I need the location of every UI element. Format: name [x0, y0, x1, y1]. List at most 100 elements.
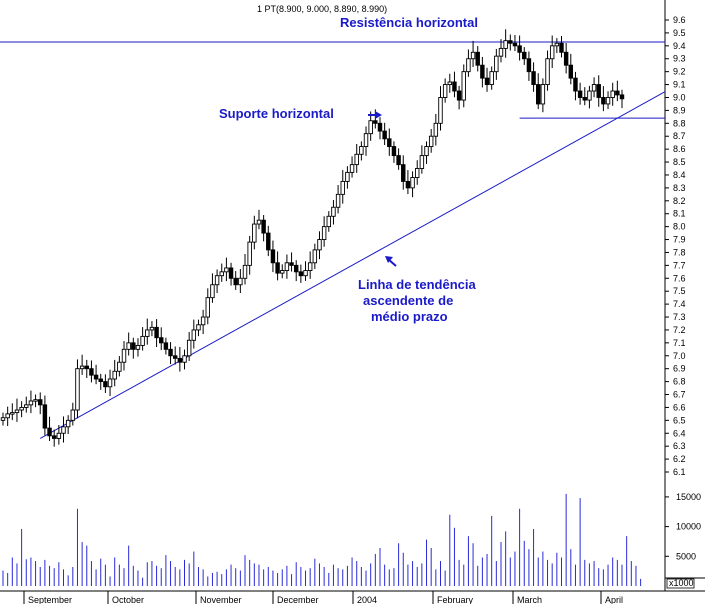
price-bar-body [545, 58, 550, 86]
price-bar-body [145, 329, 150, 337]
price-bar-body [42, 404, 48, 429]
price-bar-body [359, 146, 364, 155]
price-bar-body [587, 90, 592, 101]
price-bar-body [10, 412, 15, 415]
price-bar-body [0, 417, 6, 421]
price-tick-label: 7.7 [673, 260, 686, 270]
price-bar-body [387, 138, 392, 148]
price-bar-body [536, 84, 541, 105]
price-bar-body [480, 64, 485, 79]
price-bar-body [596, 84, 601, 98]
price-tick-label: 7.9 [673, 235, 686, 245]
price-bar-body [117, 361, 122, 372]
price-bar-body [252, 223, 257, 243]
price-bar-body [326, 215, 332, 228]
price-bar-body [154, 326, 159, 339]
price-tick-label: 7.6 [673, 273, 686, 283]
price-tick-label: 7.5 [673, 286, 686, 296]
trendline-annotation-line1: Linha de tendência [358, 277, 477, 292]
price-bar-body [321, 226, 327, 240]
price-bar-body [182, 355, 187, 363]
month-label: February [437, 595, 474, 604]
trend-line [39, 91, 666, 439]
price-bar-body [494, 55, 499, 73]
price-bar-body [131, 342, 136, 350]
volume-tick-label: 5000 [676, 551, 696, 561]
price-bar-body [47, 427, 52, 437]
price-bar-body [349, 164, 355, 173]
price-bar-body [340, 180, 345, 195]
volume-tick-labels: 15000 10000 5000 [665, 492, 701, 561]
price-tick-label: 8.6 [673, 144, 686, 154]
price-bar-body [573, 77, 578, 92]
price-bar-body [70, 409, 76, 421]
price-bar-body [293, 264, 299, 273]
price-bar-body [456, 90, 462, 101]
price-bar-body [396, 155, 401, 166]
price-tick-label: 9.2 [673, 67, 686, 77]
price-bar-body [61, 426, 66, 434]
month-label: April [605, 595, 623, 604]
price-bar-body [256, 219, 262, 225]
price-bar-body [28, 400, 34, 406]
price-bar-body [163, 342, 169, 350]
price-bar-body [619, 94, 625, 100]
price-bar-body [419, 155, 425, 169]
price-bar-body [498, 47, 504, 57]
price-bar-body [577, 90, 583, 98]
price-bars [0, 29, 625, 447]
price-tick-label: 7.8 [673, 247, 686, 257]
price-tick-label: 8.7 [673, 131, 686, 141]
price-bar-body [75, 368, 80, 411]
price-bar-body [428, 135, 434, 148]
price-bar-body [247, 241, 252, 266]
price-bar-body [186, 339, 192, 357]
price-tick-labels: 9.6 9.5 9.4 9.3 9.2 9.1 9.0 8.9 8.8 8.7 8.6 8.5 8.4 8… [665, 15, 686, 477]
price-tick-label: 7.4 [673, 299, 686, 309]
price-tick-label: 9.4 [673, 41, 686, 51]
price-tick-label: 7.2 [673, 325, 686, 335]
price-bar-body [591, 84, 597, 92]
trendline-annotation-line2: ascendente de [363, 293, 453, 308]
price-bar-body [433, 122, 439, 137]
price-bar-body [605, 97, 611, 105]
price-bar-body [307, 262, 313, 271]
price-bar-body [24, 404, 29, 408]
price-bar-body [126, 342, 131, 350]
month-label: September [28, 595, 72, 604]
price-bar-body [140, 335, 145, 346]
price-tick-label: 9.0 [673, 92, 686, 102]
price-bar-body [363, 133, 369, 148]
month-label: October [112, 595, 144, 604]
price-bar-body [424, 146, 429, 157]
price-tick-label: 6.2 [673, 454, 686, 464]
volume-tick-label: 15000 [676, 492, 701, 502]
reference-lines [0, 41, 666, 439]
price-bar-body [312, 249, 318, 264]
price-tick-label: 6.4 [673, 428, 686, 438]
price-bar-body [512, 42, 518, 47]
price-bar-body [205, 297, 211, 318]
price-bar-body [107, 378, 113, 388]
price-bar-body [38, 399, 43, 406]
price-bar-body [377, 122, 383, 132]
price-tick-label: 9.3 [673, 54, 686, 64]
volume-unit-box [666, 578, 695, 589]
resistance-annotation: Resistência horizontal [340, 15, 478, 30]
price-bar-body [559, 42, 564, 53]
price-bar-body [526, 58, 532, 73]
price-bar-body [508, 40, 513, 44]
price-tick-label: 9.5 [673, 28, 686, 38]
price-bar-body [563, 51, 569, 66]
price-bar-body [503, 40, 508, 49]
price-bar-body [228, 267, 234, 279]
price-bar-body [615, 90, 620, 96]
price-bar-body [461, 71, 466, 101]
price-bar-body [522, 51, 527, 60]
month-label: March [517, 595, 542, 604]
price-bar-body [303, 270, 308, 277]
price-bar-body [517, 45, 522, 53]
price-bar-body [601, 97, 606, 105]
price-tick-label: 6.3 [673, 441, 686, 451]
